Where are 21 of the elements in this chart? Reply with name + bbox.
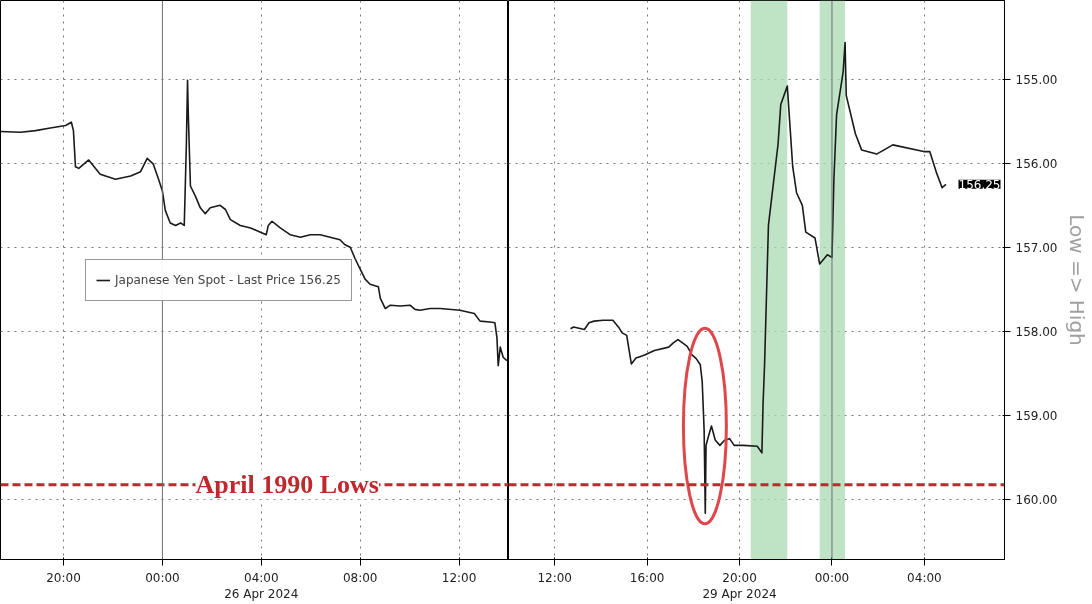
y-axis-title: Low => High (1065, 214, 1090, 346)
x-tick-label: 12:00 (441, 570, 477, 585)
x-tick-label: 08:00 (342, 570, 378, 585)
y-tick-label: 155.00 (1015, 72, 1058, 87)
x-tick-label: 00:00 (145, 570, 180, 585)
x-tick-label: 16:00 (629, 570, 665, 585)
x-tick-label: 04:00 (907, 570, 942, 585)
x-tick-label: 00:00 (814, 570, 850, 585)
x-tick-label: 20:00 29 Apr 2024 (702, 570, 777, 602)
y-tick-label: 159.00 (1015, 408, 1058, 423)
annotation: 156.25 (958, 177, 1001, 192)
y-tick-label: 158.00 (1015, 324, 1058, 339)
x-tick-label: 12:00 (537, 570, 573, 585)
y-tick-label: 157.00 (1015, 240, 1058, 255)
legend-label: Japanese Yen Spot - Last Price 156.25 (115, 272, 341, 287)
ref-line-label: April 1990 Lows (195, 470, 379, 500)
x-tick-label: 04:00 26 Apr 2024 (224, 570, 299, 602)
y-tick-label: 156.00 (1015, 156, 1058, 171)
line-series (569, 41, 947, 515)
x-tick-label: 20:00 (46, 570, 81, 585)
y-tick-label: 160.00 (1015, 492, 1058, 507)
